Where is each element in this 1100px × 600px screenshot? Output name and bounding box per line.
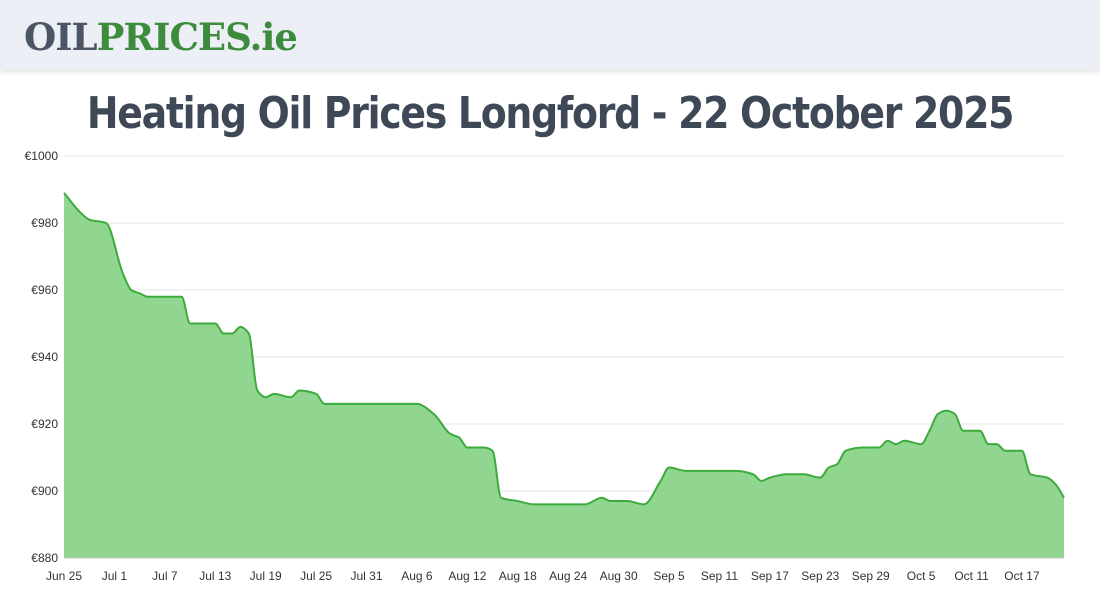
logo-oil-text: OIL <box>24 15 98 59</box>
logo-prices-text: PRICES <box>96 15 251 59</box>
site-header: OILPRICES.ie <box>0 0 1100 70</box>
x-tick-label: Sep 11 <box>701 569 738 583</box>
logo-tld-text: .ie <box>249 15 298 59</box>
y-tick-label: €960 <box>31 283 58 297</box>
x-tick-label: Aug 24 <box>549 569 587 583</box>
x-tick-label: Sep 29 <box>852 569 890 583</box>
x-tick-label: Aug 30 <box>600 569 638 583</box>
x-tick-label: Sep 17 <box>751 569 789 583</box>
y-tick-label: €900 <box>31 484 58 498</box>
page-title: Heating Oil Prices Longford - 22 October… <box>86 88 1015 139</box>
x-tick-label: Oct 11 <box>954 569 989 583</box>
x-tick-label: Jul 31 <box>351 569 383 583</box>
x-tick-label: Oct 5 <box>907 569 936 583</box>
y-tick-label: €1000 <box>25 149 59 163</box>
x-tick-label: Jul 13 <box>199 569 231 583</box>
y-tick-label: €980 <box>31 216 58 230</box>
x-tick-label: Jul 7 <box>152 569 178 583</box>
y-axis-ticks: €880 €900 €920 €940 €960 €980 €1000 <box>25 149 59 565</box>
x-tick-label: Oct 17 <box>1004 569 1040 583</box>
x-tick-label: Jun 25 <box>46 569 82 583</box>
x-tick-label: Sep 23 <box>801 569 839 583</box>
x-tick-label: Aug 18 <box>499 569 537 583</box>
x-tick-label: Jul 1 <box>102 569 128 583</box>
price-area <box>64 192 1064 558</box>
x-tick-label: Aug 12 <box>448 569 486 583</box>
price-line <box>63 192 1065 506</box>
x-tick-label: Jul 19 <box>250 569 282 583</box>
y-tick-label: €880 <box>31 551 58 565</box>
x-axis-ticks: Jun 25 Jul 1 Jul 7 Jul 13 Jul 19 Jul 25 Jul 31… <box>46 569 1040 583</box>
y-tick-label: €940 <box>31 350 58 364</box>
x-tick-label: Jul 25 <box>300 569 332 583</box>
site-logo[interactable]: OILPRICES.ie <box>24 14 298 60</box>
y-tick-label: €920 <box>31 417 58 431</box>
x-tick-label: Sep 5 <box>653 569 685 583</box>
x-tick-label: Aug 6 <box>401 569 433 583</box>
